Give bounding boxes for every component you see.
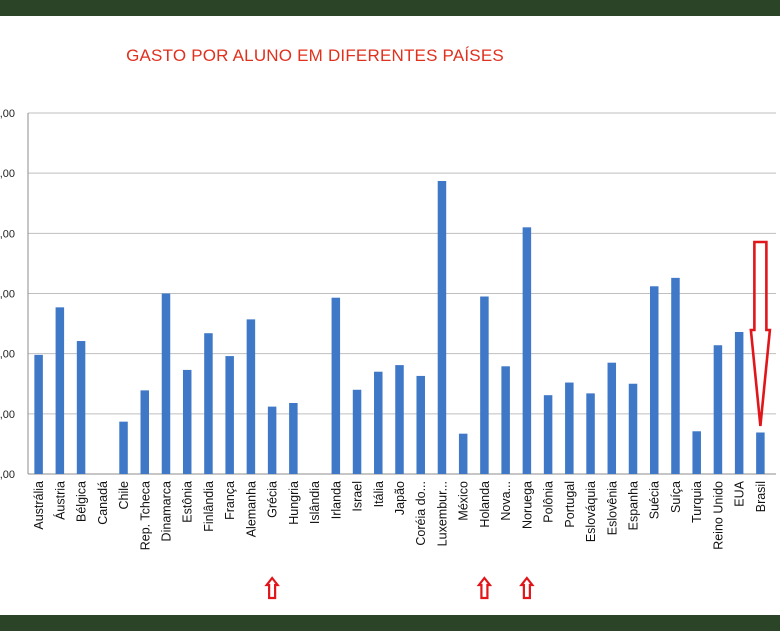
bar xyxy=(246,319,256,474)
category-label: Reino Unido xyxy=(711,481,725,550)
category-label: Alemanha xyxy=(244,481,258,537)
category-label: Noruega xyxy=(520,481,534,529)
bar xyxy=(437,180,447,474)
bar xyxy=(543,395,553,474)
bar xyxy=(161,293,171,474)
bar xyxy=(586,393,595,474)
category-label: Eslovênia xyxy=(605,481,619,535)
y-tick-label: ,00 xyxy=(0,289,15,301)
category-label: Islândia xyxy=(308,481,322,524)
category-label: Rep. Tcheca xyxy=(138,481,152,550)
bar xyxy=(395,365,404,474)
category-label: Bélgica xyxy=(75,481,89,522)
bar xyxy=(734,332,744,474)
category-label: Irlanda xyxy=(329,481,343,519)
bar xyxy=(352,389,362,474)
bar xyxy=(55,307,65,474)
bar xyxy=(76,341,86,474)
bar xyxy=(565,382,574,474)
up-arrow-icon xyxy=(519,576,535,600)
category-label: Coréia do... xyxy=(414,481,428,546)
x-axis-labels: Austrália Áustria Bélgica Canadá Chile Rep. T… xyxy=(32,480,768,550)
category-label: Nova... xyxy=(499,481,513,521)
y-tick-label: ,00 xyxy=(0,228,15,240)
category-label: Japão xyxy=(393,481,407,515)
category-label: EUA xyxy=(733,480,747,506)
bar xyxy=(480,296,489,474)
category-label: México xyxy=(457,481,471,521)
y-tick-label: ,00 xyxy=(0,469,15,481)
category-label: Israel xyxy=(351,481,365,512)
y-tick-label: ,00 xyxy=(0,349,15,361)
bar xyxy=(628,383,638,474)
y-axis-ticks: ,00 ,00 ,00 ,00 ,00 ,00 ,00 xyxy=(0,108,15,481)
bar xyxy=(267,406,277,474)
bar xyxy=(713,345,723,474)
bar xyxy=(649,286,659,474)
bar xyxy=(119,421,128,474)
bar xyxy=(671,277,680,474)
category-label: Suíça xyxy=(669,481,683,513)
category-label: Estônia xyxy=(181,481,195,523)
category-label: Grécia xyxy=(266,481,280,518)
chart-title: GASTO POR ALUNO EM DIFERENTES PAÍSES xyxy=(126,46,504,65)
category-label: Chile xyxy=(117,481,131,510)
top-frame-bar xyxy=(0,0,780,16)
bar xyxy=(692,431,701,474)
category-label: França xyxy=(223,481,237,520)
category-label: Espanha xyxy=(627,481,641,530)
category-label: Portugal xyxy=(563,481,577,528)
bars xyxy=(34,180,765,474)
bar xyxy=(204,333,213,474)
y-tick-label: ,00 xyxy=(0,108,15,120)
bottom-frame-bar xyxy=(0,615,780,631)
up-arrow-icon xyxy=(476,576,493,600)
category-label: Austrália xyxy=(32,481,46,530)
bar xyxy=(607,362,617,474)
down-arrow-icon xyxy=(749,240,772,427)
bar xyxy=(501,366,510,474)
category-label: Luxembur... xyxy=(435,481,449,546)
y-tick-label: ,00 xyxy=(0,409,15,421)
category-label: Finlândia xyxy=(202,481,216,532)
bar xyxy=(140,390,150,474)
category-label: Eslováquia xyxy=(584,481,598,542)
category-label: Dinamarca xyxy=(159,481,173,541)
bar xyxy=(374,371,383,474)
category-label: Polônia xyxy=(542,481,556,523)
category-label: Brasil xyxy=(754,481,768,512)
bar xyxy=(756,432,765,474)
annotation-arrows xyxy=(264,240,772,600)
category-label: Holanda xyxy=(478,481,492,528)
category-label: Suécia xyxy=(648,481,662,519)
bar xyxy=(331,297,341,474)
y-tick-label: ,00 xyxy=(0,168,15,180)
category-label: Canadá xyxy=(96,481,110,525)
category-label: Turquia xyxy=(690,481,704,523)
category-label: Áustria xyxy=(52,481,67,520)
bar xyxy=(225,356,234,474)
up-arrow-icon xyxy=(264,576,280,600)
category-label: Hungria xyxy=(287,481,301,525)
bar xyxy=(34,354,43,474)
bar xyxy=(458,433,468,474)
bar xyxy=(522,227,532,474)
bar xyxy=(289,403,298,474)
bar xyxy=(416,375,425,474)
category-label: Itália xyxy=(372,481,386,507)
bar xyxy=(182,369,192,474)
